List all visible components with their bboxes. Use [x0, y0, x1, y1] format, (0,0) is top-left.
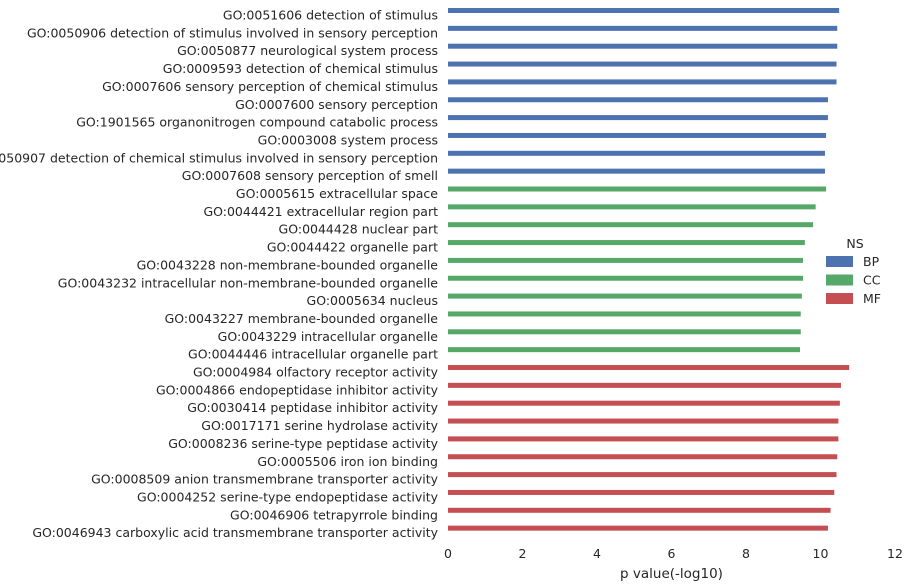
legend-title: NS	[846, 236, 863, 251]
x-tick-label: 12	[887, 546, 903, 561]
category-label: GO:0050877 neurological system process	[177, 43, 438, 58]
bar-cc	[448, 186, 827, 192]
bar-cc	[448, 311, 801, 317]
category-label: GO:0004866 endopeptidase inhibitor activ…	[156, 382, 439, 397]
legend-swatch-mf	[826, 293, 853, 304]
x-tick-label: 6	[668, 546, 676, 561]
category-label: GO:0007606 sensory perception of chemica…	[102, 79, 438, 94]
bar-cc	[448, 347, 801, 353]
category-label: GO:0005615 extracellular space	[236, 186, 438, 201]
category-label: GO:0044421 extracellular region part	[203, 204, 438, 219]
bar-mf	[448, 418, 839, 424]
category-label: GO:0044446 intracellular organelle part	[188, 347, 438, 362]
legend-label-bp: BP	[863, 254, 880, 269]
bar-bp	[448, 168, 825, 174]
category-label: GO:0017171 serine hydrolase activity	[201, 418, 438, 433]
category-label: GO:0030414 peptidase inhibitor activity	[187, 400, 438, 415]
bar-mf	[448, 400, 840, 406]
category-label: GO:0004984 olfactory receptor activity	[193, 365, 439, 380]
category-label: GO:0050907 detection of chemical stimulu…	[0, 150, 438, 165]
bar-mf	[448, 382, 841, 388]
category-label: GO:0005634 nucleus	[307, 293, 438, 308]
category-label: GO:0003008 system process	[258, 132, 438, 147]
bar-mf	[448, 436, 839, 442]
category-label: GO:0008236 serine-type peptidase activit…	[168, 436, 438, 451]
category-label: GO:0044428 nuclear part	[279, 222, 439, 237]
category-label: GO:0046943 carboxylic acid transmembrane…	[32, 525, 438, 540]
bar-cc	[448, 240, 805, 246]
bar-cc	[448, 275, 803, 281]
category-label: GO:0044422 organelle part	[267, 240, 438, 255]
category-label: GO:0046906 tetrapyrrole binding	[230, 507, 438, 522]
bar-bp	[448, 79, 837, 85]
x-tick-label: 10	[813, 546, 829, 561]
category-label: GO:0043232 intracellular non-membrane-bo…	[58, 275, 439, 290]
x-tick-label: 8	[742, 546, 750, 561]
legend: NS BP CC MF	[826, 236, 881, 306]
x-axis-title: p value(-log10)	[620, 566, 723, 582]
category-label: GO:0043229 intracellular organelle	[218, 329, 439, 344]
x-tick-label: 2	[519, 546, 527, 561]
bar-mf	[448, 472, 837, 478]
category-label: GO:0043228 non-membrane-bounded organell…	[137, 257, 439, 272]
bar-bp	[448, 25, 838, 31]
bar-cc	[448, 329, 801, 335]
bar-bp	[448, 8, 840, 13]
bar-mf	[448, 454, 838, 460]
category-label: GO:0051606 detection of stimulus	[223, 8, 438, 23]
bar-bp	[448, 43, 838, 49]
category-label: GO:0007600 sensory perception	[235, 97, 438, 112]
bar-cc	[448, 293, 802, 299]
bar-mf	[448, 489, 835, 495]
bar-mf	[448, 525, 828, 531]
bars-group	[448, 8, 850, 531]
legend-label-cc: CC	[863, 273, 881, 288]
category-label: GO:0005506 iron ion binding	[257, 454, 438, 469]
category-label: GO:0008509 anion transmembrane transport…	[91, 472, 438, 487]
bar-bp	[448, 61, 837, 67]
category-label: GO:0007608 sensory perception of smell	[182, 168, 438, 183]
category-label: GO:1901565 organonitrogen compound catab…	[76, 115, 438, 130]
bar-bp	[448, 150, 825, 156]
x-tick-label: 0	[444, 546, 452, 561]
bar-mf	[448, 507, 831, 513]
x-tick-label: 4	[593, 546, 601, 561]
bar-bp	[448, 97, 828, 103]
category-label: GO:0043227 membrane-bounded organelle	[165, 311, 439, 326]
legend-label-mf: MF	[863, 291, 881, 306]
bar-cc	[448, 204, 816, 210]
bar-bp	[448, 132, 827, 138]
category-label: GO:0050906 detection of stimulus involve…	[27, 25, 438, 40]
x-axis-ticks-group: 0 2 4 6 8 10 12	[444, 546, 903, 561]
category-labels-group: GO:0051606 detection of stimulus GO:00509…	[0, 8, 439, 541]
bar-bp	[448, 115, 828, 121]
category-label: GO:0004252 serine-type endopeptidase act…	[137, 489, 439, 504]
legend-swatch-cc	[826, 274, 853, 286]
bar-cc	[448, 222, 814, 228]
bar-mf	[448, 365, 850, 370]
legend-swatch-bp	[826, 256, 853, 267]
bar-cc	[448, 257, 803, 263]
category-label: GO:0009593 detection of chemical stimulu…	[163, 61, 438, 76]
